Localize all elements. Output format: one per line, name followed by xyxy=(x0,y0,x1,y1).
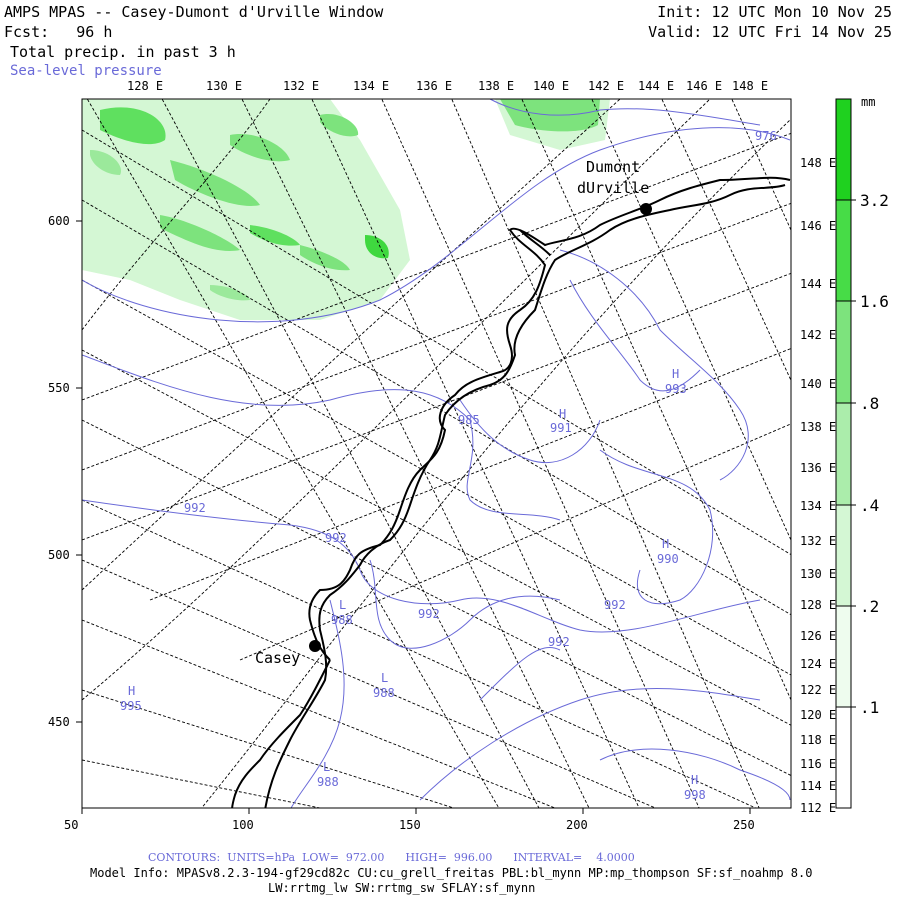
place-label-durville: dUrville xyxy=(577,179,650,197)
pressure-label: 988 xyxy=(331,613,353,627)
lon-label-right: 126 E xyxy=(800,629,837,643)
lon-label-right: 124 E xyxy=(800,657,837,671)
lon-label-right: 142 E xyxy=(800,328,837,342)
colorbar-unit: mm xyxy=(861,95,876,109)
pressure-high-marker: H xyxy=(662,537,670,551)
lon-label-right: 132 E xyxy=(800,534,837,548)
lon-label-right: 144 E xyxy=(800,277,837,291)
init-time: Init: 12 UTC Mon 10 Nov 25 xyxy=(657,3,892,21)
x-tick-50: 50 xyxy=(64,818,79,832)
pressure-label: 988 xyxy=(373,686,395,700)
coastline xyxy=(231,176,791,808)
pressure-label: 990 xyxy=(657,552,679,566)
pressure-high-marker: H xyxy=(559,407,567,421)
x-tick-250: 250 xyxy=(733,818,755,832)
lon-label-right: 146 E xyxy=(800,219,837,233)
pressure-label: 995 xyxy=(120,699,142,713)
pressure-high-marker: H xyxy=(128,684,136,698)
pressure-low-marker: L xyxy=(339,598,347,612)
lon-label: 136 E xyxy=(416,79,453,93)
lon-label-right: 134 E xyxy=(800,499,837,513)
pressure-label: 992 xyxy=(418,607,440,621)
colorbar-level: .4 xyxy=(860,496,880,515)
pressure-label: 992 xyxy=(325,531,347,545)
pressure-label: 988 xyxy=(317,775,339,789)
colorbar-level: .8 xyxy=(860,394,880,413)
pressure-label: 993 xyxy=(665,382,687,396)
pressure-low-marker: L xyxy=(323,760,331,774)
y-tick-600: 600 xyxy=(48,214,70,228)
lon-label: 132 E xyxy=(283,79,320,93)
pressure-high-marker: H xyxy=(672,367,680,381)
dumont-durville-station-icon xyxy=(640,203,652,215)
lon-label-right: 122 E xyxy=(800,683,837,697)
lon-label-right: 138 E xyxy=(800,420,837,434)
lon-label-right: 140 E xyxy=(800,377,837,391)
lon-label-right: 114 E xyxy=(800,779,837,793)
casey-station-icon xyxy=(309,640,321,652)
lon-label: 128 E xyxy=(127,79,164,93)
physics-info: LW:rrtmg_lw SW:rrtmg_sw SFLAY:sf_mynn xyxy=(268,881,536,895)
colorbar xyxy=(835,98,856,809)
y-tick-450: 450 xyxy=(48,715,70,729)
lon-label-right: 118 E xyxy=(800,733,837,747)
lon-label: 140 E xyxy=(533,79,570,93)
lon-label: 134 E xyxy=(353,79,390,93)
pressure-label: 992 xyxy=(184,501,206,515)
pressure-label: 985 xyxy=(458,413,480,427)
y-tick-550: 550 xyxy=(48,381,70,395)
forecast-hour: Fcst: 96 h xyxy=(4,23,113,41)
lon-label-right: 136 E xyxy=(800,461,837,475)
lon-label-right: 130 E xyxy=(800,567,837,581)
lon-label-right: 120 E xyxy=(800,708,837,722)
x-tick-150: 150 xyxy=(399,818,421,832)
pressure-label: 998 xyxy=(684,788,706,802)
overlay-name: Sea-level pressure xyxy=(10,63,162,79)
y-tick-500: 500 xyxy=(48,548,70,562)
lat-lon-grid xyxy=(82,99,791,808)
map-title: AMPS MPAS -- Casey-Dumont d'Urville Wind… xyxy=(4,3,384,21)
precip-shading xyxy=(82,99,610,320)
pressure-label: 992 xyxy=(604,598,626,612)
lon-label: 144 E xyxy=(638,79,675,93)
lon-label-right: 128 E xyxy=(800,598,837,612)
map-frame xyxy=(81,98,792,809)
pressure-low-marker: L xyxy=(381,671,389,685)
lon-label-right: 116 E xyxy=(800,757,837,771)
x-tick-100: 100 xyxy=(232,818,254,832)
field-name: Total precip. in past 3 h xyxy=(10,43,236,61)
place-label-dumont: Dumont xyxy=(586,158,641,176)
lon-label: 148 E xyxy=(732,79,769,93)
lon-label-right: 112 E xyxy=(800,801,837,815)
pressure-label: 992 xyxy=(548,635,570,649)
pressure-contours xyxy=(82,99,791,808)
colorbar-level: 1.6 xyxy=(860,292,889,311)
place-label-casey: Casey xyxy=(255,649,301,667)
colorbar-level: .2 xyxy=(860,597,880,616)
lon-label: 138 E xyxy=(478,79,515,93)
colorbar-level: 3.2 xyxy=(860,191,889,210)
x-tick-200: 200 xyxy=(566,818,588,832)
pressure-label: 976 xyxy=(755,129,777,143)
pressure-label: 991 xyxy=(550,421,572,435)
valid-time: Valid: 12 UTC Fri 14 Nov 25 xyxy=(648,23,892,41)
lon-label: 142 E xyxy=(588,79,625,93)
lon-label-right: 148 E xyxy=(800,156,837,170)
contour-info: CONTOURS: UNITS=hPa LOW= 972.00 HIGH= 99… xyxy=(148,851,635,864)
model-info: Model Info: MPASv8.2.3-194-gf29cd82c CU:… xyxy=(90,866,813,880)
lon-label: 146 E xyxy=(686,79,723,93)
lon-label: 130 E xyxy=(206,79,243,93)
pressure-high-marker: H xyxy=(691,773,699,787)
colorbar-level: .1 xyxy=(860,698,880,717)
